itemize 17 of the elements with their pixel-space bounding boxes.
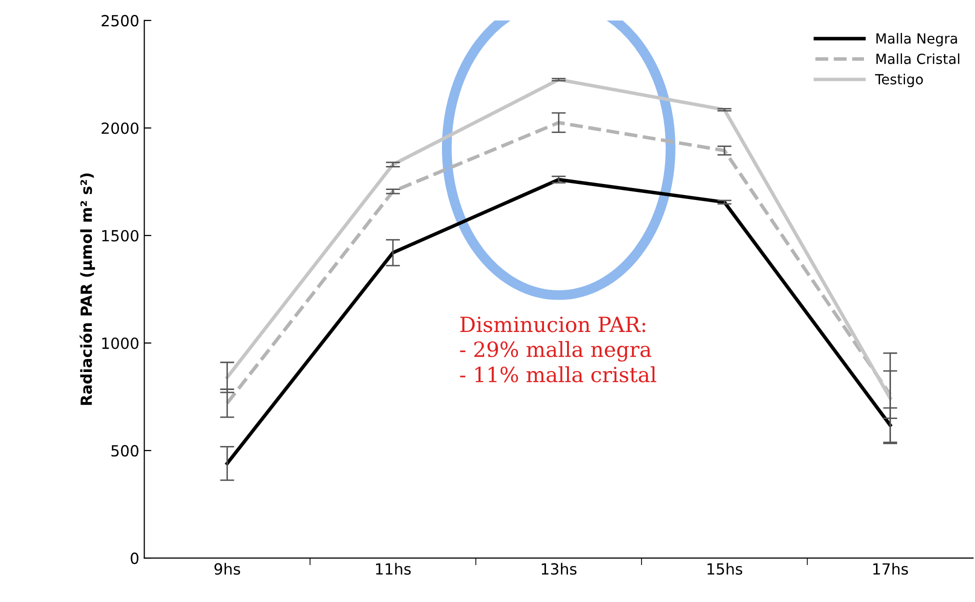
y-tick-label: 1000	[102, 337, 138, 350]
x-tick-label: 11hs	[376, 562, 411, 575]
legend-label: Testigo	[875, 74, 923, 88]
y-tick-label: 2000	[102, 122, 138, 134]
line-series	[225, 178, 892, 466]
y-tick-label: 500	[111, 445, 138, 457]
annotation: Disminucion PAR: - 29% malla negra - 11% malla cristal	[460, 316, 656, 382]
x-tick-label: 9hs	[214, 562, 240, 575]
y-tick-label: 1500	[102, 230, 138, 242]
x-tick-label: 17hs	[873, 562, 908, 575]
x-tick-label: 13hs	[542, 562, 576, 575]
y-axis-title: Radiación PAR (µmol m² s²)	[80, 174, 95, 405]
y-tick-label: 2500	[102, 14, 138, 26]
legend-label: Malla Cristal	[876, 53, 960, 64]
legend-label: Malla Negra	[876, 32, 957, 46]
x-tick-label: 15hs	[708, 562, 742, 575]
y-tick-label: 0	[130, 552, 138, 564]
